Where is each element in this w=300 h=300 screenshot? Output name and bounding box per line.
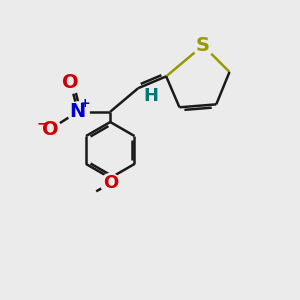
Text: +: + bbox=[80, 97, 91, 110]
Text: H: H bbox=[143, 87, 158, 105]
Text: S: S bbox=[196, 36, 210, 55]
Text: O: O bbox=[62, 73, 79, 92]
Text: O: O bbox=[42, 120, 58, 139]
Text: N: N bbox=[70, 102, 86, 121]
Text: O: O bbox=[103, 174, 118, 192]
Text: −: − bbox=[36, 116, 48, 130]
